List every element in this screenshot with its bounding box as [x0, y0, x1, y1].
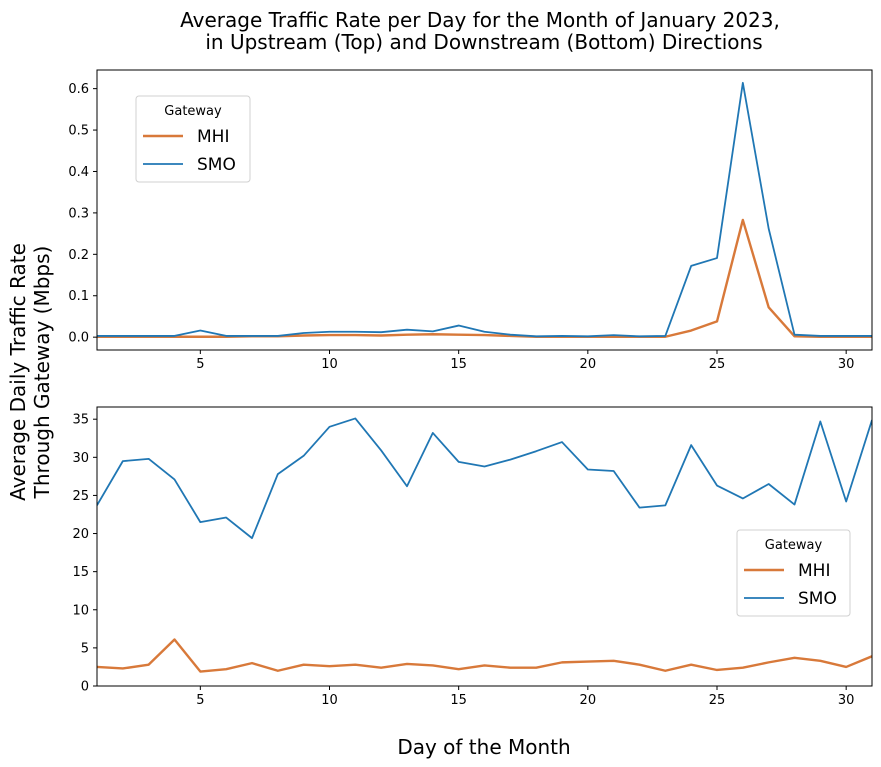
x-tick-label: 20	[580, 693, 597, 708]
y-tick-label: 0.5	[68, 124, 89, 139]
y-tick-label: 25	[72, 489, 89, 504]
series-line-smo	[97, 417, 872, 540]
y-tick-label: 0.0	[68, 331, 89, 346]
x-tick-label: 20	[580, 357, 597, 372]
x-tick-label: 25	[709, 693, 726, 708]
legend-title: Gateway	[765, 538, 823, 553]
x-tick-label: 10	[321, 357, 338, 372]
legend-label-mhi: MHI	[798, 561, 830, 581]
legend-label-smo: SMO	[798, 589, 837, 609]
legend-box	[135, 95, 251, 183]
x-axis-label: Day of the Month	[397, 735, 570, 759]
x-tick-label: 15	[450, 693, 467, 708]
legend-box	[736, 529, 851, 617]
downstream-panel: 5 10 15 20 25 30 0 5 10 15 20 25 30 35 Gateway MHI SMO	[72, 406, 873, 708]
y-tick-label: 5	[81, 641, 89, 656]
y-tick-label: 35	[72, 413, 89, 428]
series-line-smo	[97, 81, 872, 338]
y-tick-label: 10	[72, 603, 89, 618]
x-tick-label: 30	[838, 357, 855, 372]
x-tick-label: 25	[709, 357, 726, 372]
plot-frame	[96, 406, 873, 687]
y-tick-label: 0.1	[68, 289, 89, 304]
y-tick-label: 0	[81, 680, 89, 695]
x-tick-label: 15	[450, 357, 467, 372]
y-axis-label-line-1: Average Daily Traffic Rate	[6, 243, 30, 501]
y-tick-label: 15	[72, 565, 89, 580]
legend-title: Gateway	[164, 104, 222, 119]
y-tick-label: 0.3	[68, 206, 89, 221]
y-axis-label-line-2: Through Gateway (Mbps)	[30, 246, 54, 500]
legend: Gateway MHI SMO	[736, 529, 851, 617]
x-tick-label: 5	[196, 693, 204, 708]
x-tick-label: 5	[196, 357, 204, 372]
legend-label-smo: SMO	[197, 155, 236, 175]
upstream-panel: 5 10 15 20 25 30 0.0 0.1 0.2 0.3 0.4 0.5 0.6 Gateway M…	[68, 69, 873, 372]
y-tick-label: 0.4	[68, 165, 89, 180]
x-tick-label: 30	[838, 693, 855, 708]
shared-y-axis-label: Average Daily Traffic Rate Through Gatew…	[6, 243, 54, 501]
chart-title-line-2: in Upstream (Top) and Downstream (Bottom…	[205, 30, 762, 54]
y-tick-label: 20	[72, 527, 89, 542]
legend-label-mhi: MHI	[197, 127, 229, 147]
plot-frame	[96, 69, 873, 351]
legend: Gateway MHI SMO	[135, 95, 251, 183]
series-line-mhi	[97, 218, 872, 338]
y-tick-label: 0.2	[68, 248, 89, 263]
chart-title-line-1: Average Traffic Rate per Day for the Mon…	[180, 8, 780, 32]
series-line-mhi	[97, 638, 872, 673]
y-tick-label: 0.6	[68, 82, 89, 97]
x-tick-label: 10	[321, 693, 338, 708]
y-tick-label: 30	[72, 451, 89, 466]
